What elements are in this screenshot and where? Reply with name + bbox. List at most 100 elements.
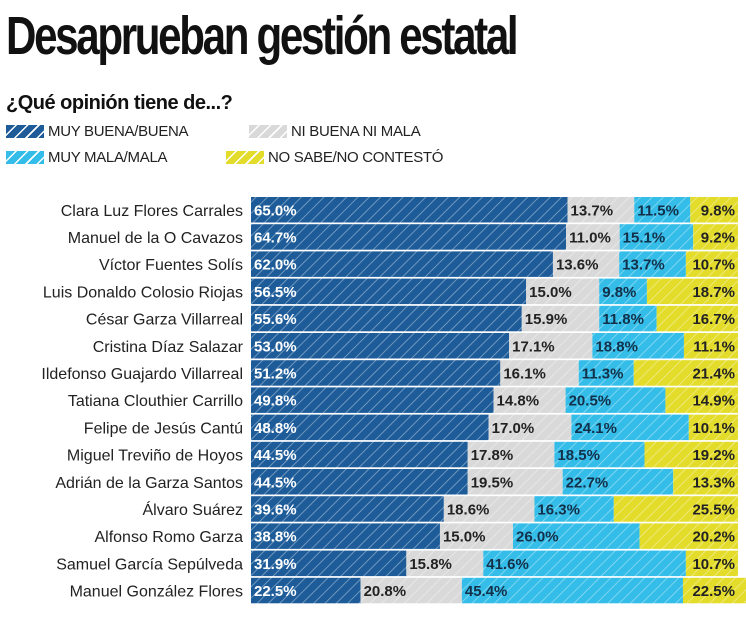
- chart-subtitle: ¿Qué opinión tiene de...?: [6, 92, 233, 114]
- bar-ni-buena-ni-mala-miguel-trevino-de-hoyos: [467, 441, 555, 468]
- data-label-muy-buena-buena-alvaro-suarez: 39.6%: [254, 501, 297, 518]
- category-label-victor-fuentes-solis: Víctor Fuentes Solís: [99, 257, 243, 274]
- data-label-muy-mala-mala-adrian-de-la-garza-santos: 22.7%: [566, 474, 609, 491]
- data-label-no-sabe-no-contesto-cristina-diaz-salazar: 11.1%: [693, 338, 735, 355]
- data-label-muy-buena-buena-cristina-diaz-salazar: 53.0%: [254, 338, 297, 355]
- bar-ni-buena-ni-mala-adrian-de-la-garza-santos: [467, 469, 563, 495]
- data-label-muy-buena-buena-samuel-garcia-sepulveda: 31.9%: [254, 556, 297, 573]
- bar-muy-mala-mala-tatiana-clouthier-carrillo: [565, 387, 666, 413]
- data-label-ni-buena-ni-mala-clara-luz-flores-carrales: 13.7%: [571, 202, 614, 219]
- bar-no-sabe-no-contesto-luis-donaldo-colosio-riojas: [646, 278, 738, 305]
- data-label-muy-mala-mala-samuel-garcia-sepulveda: 41.6%: [486, 556, 529, 573]
- bar-muy-buena-buena-cristina-diaz-salazar: [251, 333, 510, 359]
- data-label-ni-buena-ni-mala-miguel-trevino-de-hoyos: 17.8%: [471, 447, 514, 464]
- data-label-muy-mala-mala-miguel-trevino-de-hoyos: 18.5%: [557, 447, 600, 464]
- data-label-no-sabe-no-contesto-luis-donaldo-colosio-riojas: 18.7%: [692, 284, 735, 301]
- data-label-no-sabe-no-contesto-manuel-de-la-o-cavazos: 9.2%: [701, 229, 735, 246]
- data-label-muy-mala-mala-luis-donaldo-colosio-riojas: 9.8%: [602, 284, 636, 301]
- data-label-ni-buena-ni-mala-cesar-garza-villarreal: 15.9%: [525, 311, 568, 328]
- legend-label: MUY BUENA/BUENA: [48, 123, 189, 140]
- category-label-manuel-gonzalez-flores: Manuel González Flores: [70, 584, 243, 601]
- bar-no-sabe-no-contesto-cristina-diaz-salazar: [683, 333, 738, 359]
- bar-no-sabe-no-contesto-ildefonso-guajardo-villarreal: [633, 360, 738, 386]
- bar-muy-mala-mala-samuel-garcia-sepulveda: [483, 550, 686, 577]
- data-label-ni-buena-ni-mala-ildefonso-guajardo-villarreal: 16.1%: [503, 365, 546, 382]
- bar-no-sabe-no-contesto-felipe-de-jesus-cantu: [688, 414, 738, 441]
- data-label-muy-mala-mala-tatiana-clouthier-carrillo: 20.5%: [569, 393, 612, 410]
- bar-no-sabe-no-contesto-adrian-de-la-garza-santos: [673, 469, 738, 495]
- bar-no-sabe-no-contesto-samuel-garcia-sepulveda: [685, 550, 738, 577]
- legend-label: MUY MALA/MALA: [48, 149, 168, 166]
- category-label-luis-donaldo-colosio-riojas: Luis Donaldo Colosio Riojas: [43, 284, 243, 301]
- legend-item-no-sabe-no-contesto: NO SABE/NO CONTESTÓ: [226, 149, 443, 166]
- bar-ni-buena-ni-mala-manuel-de-la-o-cavazos: [566, 224, 620, 250]
- category-label-adrian-de-la-garza-santos: Adrián de la Garza Santos: [55, 475, 243, 492]
- bar-muy-mala-mala-cesar-garza-villarreal: [599, 305, 657, 332]
- data-label-ni-buena-ni-mala-cristina-diaz-salazar: 17.1%: [512, 338, 555, 355]
- data-label-ni-buena-ni-mala-manuel-gonzalez-flores: 20.8%: [364, 583, 407, 600]
- bar-muy-buena-buena-miguel-trevino-de-hoyos: [251, 441, 468, 468]
- bar-muy-buena-buena-adrian-de-la-garza-santos: [251, 469, 468, 495]
- data-label-muy-buena-buena-cesar-garza-villarreal: 55.6%: [254, 311, 297, 328]
- bar-muy-buena-buena-ildefonso-guajardo-villarreal: [251, 360, 501, 386]
- bar-ni-buena-ni-mala-victor-fuentes-solis: [552, 251, 620, 277]
- bar-no-sabe-no-contesto-tatiana-clouthier-carrillo: [665, 387, 738, 413]
- bar-muy-mala-mala-manuel-gonzalez-flores: [461, 577, 683, 604]
- data-label-muy-mala-mala-felipe-de-jesus-cantu: 24.1%: [574, 420, 617, 437]
- bar-muy-buena-buena-cesar-garza-villarreal: [251, 305, 522, 332]
- bar-muy-buena-buena-victor-fuentes-solis: [251, 251, 553, 277]
- data-label-no-sabe-no-contesto-felipe-de-jesus-cantu: 10.1%: [692, 420, 735, 437]
- data-label-no-sabe-no-contesto-victor-fuentes-solis: 10.7%: [692, 257, 735, 274]
- bar-ni-buena-ni-mala-clara-luz-flores-carrales: [567, 197, 635, 223]
- data-label-ni-buena-ni-mala-samuel-garcia-sepulveda: 15.8%: [409, 556, 452, 573]
- data-label-muy-mala-mala-cristina-diaz-salazar: 18.8%: [595, 338, 638, 355]
- bar-ni-buena-ni-mala-samuel-garcia-sepulveda: [406, 550, 484, 577]
- data-label-muy-buena-buena-felipe-de-jesus-cantu: 48.8%: [254, 420, 297, 437]
- data-label-no-sabe-no-contesto-miguel-trevino-de-hoyos: 19.2%: [692, 447, 735, 464]
- data-label-no-sabe-no-contesto-samuel-garcia-sepulveda: 10.7%: [692, 556, 735, 573]
- category-label-alfonso-romo-garza: Alfonso Romo Garza: [94, 529, 243, 546]
- bar-ni-buena-ni-mala-luis-donaldo-colosio-riojas: [526, 278, 600, 305]
- data-label-muy-mala-mala-alfonso-romo-garza: 26.0%: [516, 529, 559, 546]
- category-label-tatiana-clouthier-carrillo: Tatiana Clouthier Carrillo: [68, 393, 243, 410]
- legend-item-muy-buena-buena: MUY BUENA/BUENA: [6, 123, 189, 140]
- data-label-ni-buena-ni-mala-adrian-de-la-garza-santos: 19.5%: [471, 474, 514, 491]
- legend-label: NI BUENA NI MALA: [291, 123, 421, 140]
- bar-ni-buena-ni-mala-cesar-garza-villarreal: [521, 305, 600, 332]
- bar-ni-buena-ni-mala-cristina-diaz-salazar: [509, 333, 593, 359]
- data-label-muy-mala-mala-manuel-de-la-o-cavazos: 15.1%: [623, 229, 666, 246]
- data-label-muy-mala-mala-victor-fuentes-solis: 13.7%: [622, 257, 665, 274]
- bar-muy-buena-buena-manuel-gonzalez-flores: [251, 577, 361, 604]
- bar-ni-buena-ni-mala-alfonso-romo-garza: [439, 523, 514, 549]
- data-label-muy-mala-mala-ildefonso-guajardo-villarreal: 11.3%: [582, 365, 624, 382]
- bar-no-sabe-no-contesto-miguel-trevino-de-hoyos: [644, 441, 738, 468]
- data-label-muy-buena-buena-manuel-de-la-o-cavazos: 64.7%: [254, 229, 297, 246]
- data-label-ni-buena-ni-mala-victor-fuentes-solis: 13.6%: [556, 257, 599, 274]
- bar-muy-buena-buena-luis-donaldo-colosio-riojas: [251, 278, 527, 305]
- category-label-cesar-garza-villarreal: César Garza Villarreal: [86, 312, 243, 329]
- bar-ni-buena-ni-mala-felipe-de-jesus-cantu: [488, 414, 572, 441]
- labels-group: Clara Luz Flores Carrales 65.0% 13.7% 11.5%…: [41, 202, 735, 600]
- legend-swatch-muy-buena-buena: [6, 125, 44, 138]
- bar-muy-mala-mala-adrian-de-la-garza-santos: [562, 469, 674, 495]
- data-label-muy-mala-mala-manuel-gonzalez-flores: 45.4%: [465, 583, 508, 600]
- bar-ni-buena-ni-mala-alvaro-suarez: [443, 496, 535, 522]
- data-label-muy-buena-buena-clara-luz-flores-carrales: 65.0%: [254, 202, 297, 219]
- data-label-no-sabe-no-contesto-adrian-de-la-garza-santos: 13.3%: [692, 474, 735, 491]
- bar-ni-buena-ni-mala-ildefonso-guajardo-villarreal: [500, 360, 579, 386]
- chart-title: Desaprueban gestión estatal: [6, 6, 519, 66]
- category-label-manuel-de-la-o-cavazos: Manuel de la O Cavazos: [68, 230, 243, 247]
- category-label-clara-luz-flores-carrales: Clara Luz Flores Carrales: [61, 203, 243, 220]
- category-label-cristina-diaz-salazar: Cristina Díaz Salazar: [93, 339, 244, 356]
- data-label-no-sabe-no-contesto-clara-luz-flores-carrales: 9.8%: [701, 202, 735, 219]
- bar-no-sabe-no-contesto-cesar-garza-villarreal: [656, 305, 738, 332]
- data-label-ni-buena-ni-mala-luis-donaldo-colosio-riojas: 15.0%: [529, 284, 572, 301]
- data-label-no-sabe-no-contesto-ildefonso-guajardo-villarreal: 21.4%: [692, 365, 735, 382]
- data-label-ni-buena-ni-mala-alfonso-romo-garza: 15.0%: [443, 529, 486, 546]
- data-label-muy-buena-buena-victor-fuentes-solis: 62.0%: [254, 257, 297, 274]
- bar-no-sabe-no-contesto-alvaro-suarez: [613, 496, 738, 522]
- bar-muy-mala-mala-manuel-de-la-o-cavazos: [619, 224, 694, 250]
- data-label-ni-buena-ni-mala-felipe-de-jesus-cantu: 17.0%: [492, 420, 535, 437]
- data-label-ni-buena-ni-mala-tatiana-clouthier-carrillo: 14.8%: [497, 393, 540, 410]
